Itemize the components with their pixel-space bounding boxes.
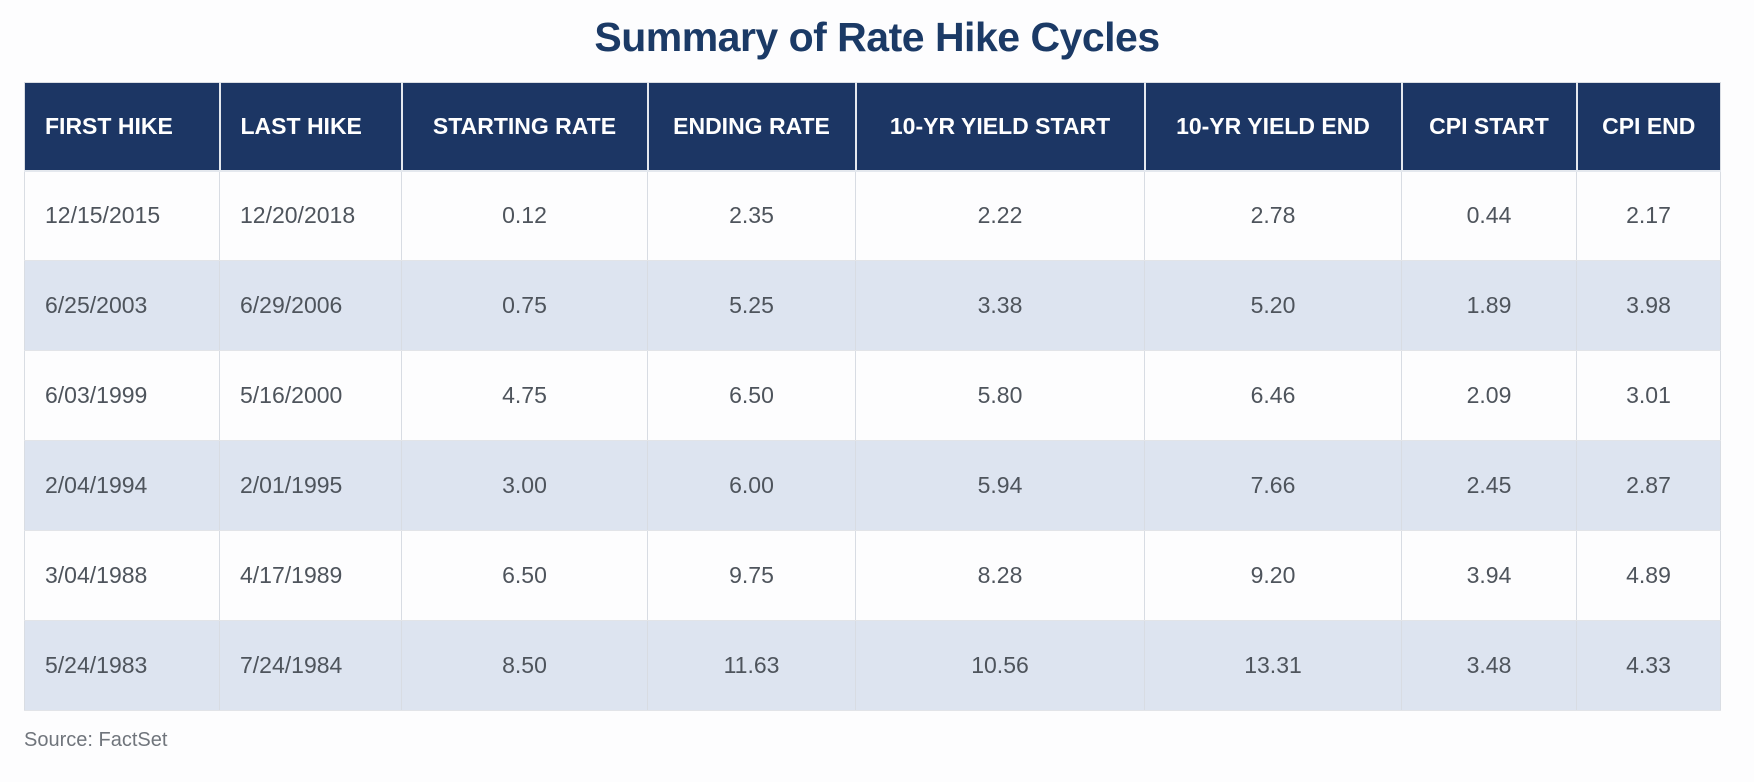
table-cell: 3.00 (401, 440, 648, 531)
table-row: 5/24/1983 7/24/1984 8.50 11.63 10.56 13.31 3.4… (24, 620, 1721, 711)
column-header-cpi-start: CPI START (1401, 82, 1578, 172)
table-cell: 11.63 (647, 620, 856, 711)
table-cell: 4.75 (401, 350, 648, 441)
table-row: 6/25/2003 6/29/2006 0.75 5.25 3.38 5.20 1.89 3.… (24, 260, 1721, 351)
table-cell: 6.00 (647, 440, 856, 531)
table-cell: 5.20 (1144, 260, 1402, 351)
table-cell: 8.28 (855, 530, 1145, 621)
table-cell: 5.25 (647, 260, 856, 351)
table-header-row: FIRST HIKE LAST HIKE STARTING RATE ENDING R… (24, 82, 1721, 172)
table-cell: 5.94 (855, 440, 1145, 531)
table-cell: 0.44 (1401, 170, 1577, 261)
column-header-first-hike: FIRST HIKE (24, 82, 221, 172)
column-header-ending-rate: ENDING RATE (647, 82, 857, 172)
table-row: 3/04/1988 4/17/1989 6.50 9.75 8.28 9.20 3.94 4.… (24, 530, 1721, 621)
page-title: Summary of Rate Hike Cycles (594, 14, 1160, 60)
table-body: 12/15/2015 12/20/2018 0.12 2.35 2.22 2.78 0.44… (24, 170, 1721, 711)
table-cell: 7.66 (1144, 440, 1402, 531)
source-note: Source: FactSet (24, 729, 168, 751)
table-cell: 6/03/1999 (24, 350, 220, 441)
table-cell: 3.48 (1401, 620, 1577, 711)
table-cell: 6/25/2003 (24, 260, 220, 351)
table-cell: 9.75 (647, 530, 856, 621)
table-cell: 3.98 (1576, 260, 1721, 351)
table-cell: 4.89 (1576, 530, 1721, 621)
table-cell: 5.80 (855, 350, 1145, 441)
table-cell: 2.78 (1144, 170, 1402, 261)
table-header: FIRST HIKE LAST HIKE STARTING RATE ENDING R… (24, 82, 1721, 172)
table-cell: 2.17 (1576, 170, 1721, 261)
table-cell: 7/24/1984 (219, 620, 402, 711)
column-header-10-yr-yield-end: 10-YR YIELD END (1144, 82, 1403, 172)
table-cell: 13.31 (1144, 620, 1402, 711)
table-cell: 8.50 (401, 620, 648, 711)
table-cell: 3.01 (1576, 350, 1721, 441)
column-header-starting-rate: STARTING RATE (401, 82, 649, 172)
table-cell: 0.12 (401, 170, 648, 261)
table-cell: 3/04/1988 (24, 530, 220, 621)
table-cell: 6/29/2006 (219, 260, 402, 351)
table-cell: 6.46 (1144, 350, 1402, 441)
table-cell: 12/15/2015 (24, 170, 220, 261)
table-cell: 2/01/1995 (219, 440, 402, 531)
table-cell: 5/24/1983 (24, 620, 220, 711)
table-cell: 2.45 (1401, 440, 1577, 531)
table-cell: 10.56 (855, 620, 1145, 711)
table-cell: 2.35 (647, 170, 856, 261)
table-cell: 0.75 (401, 260, 648, 351)
table-row: 6/03/1999 5/16/2000 4.75 6.50 5.80 6.46 2.09 3.… (24, 350, 1721, 441)
table-cell: 4/17/1989 (219, 530, 402, 621)
table-cell: 6.50 (401, 530, 648, 621)
table-cell: 1.89 (1401, 260, 1577, 351)
table-cell: 5/16/2000 (219, 350, 402, 441)
column-header-cpi-end: CPI END (1576, 82, 1721, 172)
table-cell: 9.20 (1144, 530, 1402, 621)
column-header-10-yr-yield-start: 10-YR YIELD START (855, 82, 1146, 172)
rate-hike-cycles-table: FIRST HIKE LAST HIKE STARTING RATE ENDING R… (24, 82, 1721, 711)
table-cell: 2/04/1994 (24, 440, 220, 531)
column-header-last-hike: LAST HIKE (219, 82, 403, 172)
table-cell: 3.94 (1401, 530, 1577, 621)
table-cell: 3.38 (855, 260, 1145, 351)
table-cell: 2.09 (1401, 350, 1577, 441)
table-cell: 12/20/2018 (219, 170, 402, 261)
table-row: 2/04/1994 2/01/1995 3.00 6.00 5.94 7.66 2.45 2.… (24, 440, 1721, 531)
table-cell: 4.33 (1576, 620, 1721, 711)
table-cell: 2.22 (855, 170, 1145, 261)
table-cell: 2.87 (1576, 440, 1721, 531)
table-row: 12/15/2015 12/20/2018 0.12 2.35 2.22 2.78 0.44… (24, 170, 1721, 261)
table-cell: 6.50 (647, 350, 856, 441)
